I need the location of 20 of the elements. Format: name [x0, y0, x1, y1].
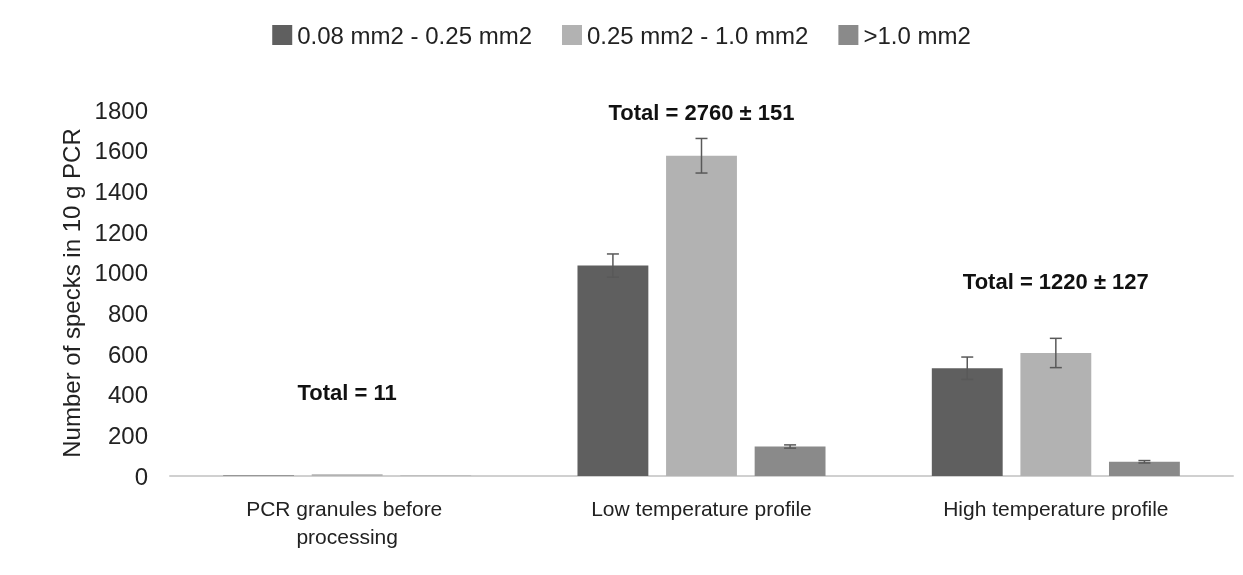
- y-tick-label: 600: [107, 340, 148, 368]
- y-tick-label: 400: [107, 381, 148, 409]
- y-tick-label: 0: [134, 462, 148, 490]
- x-tick-label: Low temperature profile: [591, 496, 812, 520]
- x-tick-label: PCR granules before processing: [246, 496, 449, 548]
- legend-label: 0.25 mm2 - 1.0 mm2: [586, 21, 809, 49]
- legend-label: 0.08 mm2 - 0.25 mm2: [297, 21, 532, 49]
- y-tick-label: 200: [107, 421, 148, 449]
- annotation: Total = 11: [297, 379, 397, 405]
- y-tick-label: 1000: [94, 259, 148, 287]
- y-tick-label: 1200: [94, 218, 148, 246]
- y-axis-title: Number of specks in 10 g PCR: [58, 128, 86, 458]
- y-tick-label: 1600: [94, 137, 148, 165]
- annotation: Total = 2760 ± 151: [608, 99, 795, 125]
- annotation: Total = 1220 ± 127: [962, 268, 1149, 294]
- y-tick-label: 1800: [94, 96, 148, 124]
- legend-label: >1.0 mm2: [863, 21, 971, 49]
- x-tick-label: High temperature profile: [943, 496, 1169, 520]
- y-tick-label: 800: [107, 299, 148, 327]
- y-tick-label: 1400: [94, 177, 148, 205]
